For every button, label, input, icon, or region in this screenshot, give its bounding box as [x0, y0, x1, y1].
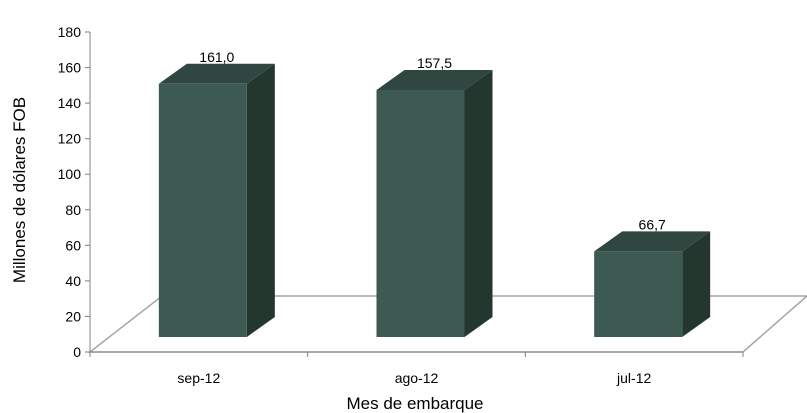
- y-tick-label: 80: [65, 202, 81, 218]
- y-tick-label: 100: [58, 166, 82, 182]
- bar-side: [246, 63, 275, 338]
- bar-front: [594, 251, 683, 337]
- y-tick-label: 0: [73, 344, 81, 360]
- x-axis: sep-12 ago-12 jul-12: [89, 351, 744, 386]
- bars: [158, 63, 711, 338]
- bar-top: [594, 231, 711, 252]
- x-axis-title: Mes de embarque: [346, 394, 483, 413]
- bar-side: [464, 70, 493, 337]
- y-tick-label: 60: [65, 237, 81, 253]
- bar: [158, 63, 275, 338]
- bar-front: [158, 83, 247, 338]
- bar: [594, 231, 711, 337]
- bar-front: [376, 90, 465, 337]
- y-tick-label: 160: [58, 60, 82, 76]
- x-tick-label: jul-12: [616, 370, 651, 386]
- bar-top: [158, 63, 275, 84]
- data-label: 157,5: [417, 55, 452, 71]
- data-label: 161,0: [199, 49, 234, 65]
- bar: [376, 70, 493, 337]
- bar-top: [376, 70, 493, 90]
- y-tick-label: 180: [58, 24, 82, 40]
- data-labels: 161,0 157,5 66,7: [199, 49, 666, 233]
- x-tick-label: sep-12: [177, 370, 220, 386]
- y-axis-title: Millones de dólares FOB: [10, 97, 29, 283]
- bar-side: [682, 231, 711, 337]
- y-tick-label: 120: [58, 131, 82, 147]
- y-tick-label: 140: [58, 95, 82, 111]
- y-tick-label: 40: [65, 273, 81, 289]
- x-tick-label: ago-12: [395, 370, 439, 386]
- y-axis: 0 20 40 60 80 100 120 140 160 180: [58, 24, 91, 360]
- y-tick-label: 20: [65, 308, 81, 324]
- data-label: 66,7: [639, 216, 666, 232]
